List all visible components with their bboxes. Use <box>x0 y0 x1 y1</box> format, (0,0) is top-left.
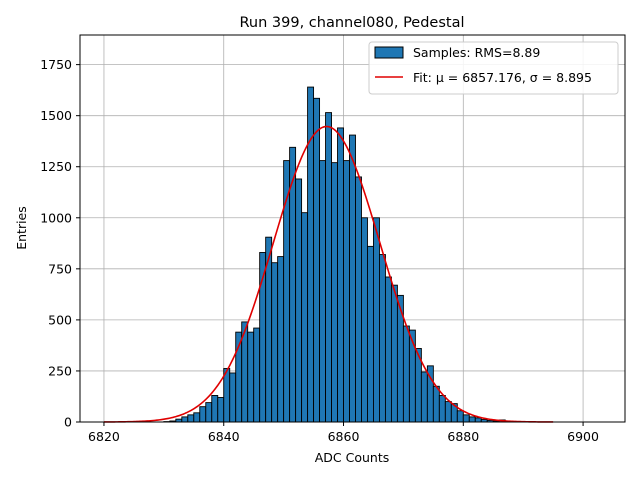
histogram-bar <box>456 410 464 423</box>
y-axis-ticks: 0 250 500 750 1000 1250 1500 1750 <box>40 57 80 430</box>
y-axis-label: Entries <box>14 206 29 250</box>
x-tick-label: 6900 <box>567 429 599 444</box>
histogram-bar <box>432 385 440 423</box>
y-tick-label: 1000 <box>40 210 72 225</box>
legend-histogram-label: Samples: RMS=8.89 <box>413 45 540 60</box>
y-tick-label: 250 <box>48 363 72 378</box>
gaussian-fit-curve <box>103 125 554 423</box>
histogram-bar <box>211 395 219 423</box>
histogram-bar <box>361 217 368 423</box>
histogram-bar <box>187 414 195 423</box>
x-tick-label: 6880 <box>447 429 479 444</box>
axes-frame <box>79 34 626 423</box>
histogram-bar <box>390 284 398 423</box>
histogram-bar <box>229 372 237 423</box>
y-tick-label: 1250 <box>40 159 72 174</box>
histogram-bar <box>367 245 374 423</box>
histogram-bar <box>247 331 255 423</box>
x-tick-label: 6840 <box>208 429 240 444</box>
histogram-bar <box>349 134 356 423</box>
histogram-bar <box>313 97 321 423</box>
histogram-bar <box>474 417 482 423</box>
histogram-bar <box>181 416 189 423</box>
histogram-bar <box>319 160 326 423</box>
y-tick-label: 0 <box>64 415 72 430</box>
y-tick-label: 1750 <box>40 57 72 72</box>
legend-box <box>368 41 619 95</box>
histogram-bar <box>337 127 344 423</box>
histogram-bar <box>384 276 392 423</box>
histogram-bar <box>205 402 213 423</box>
x-tick-label: 6820 <box>88 429 120 444</box>
histogram-bar <box>199 406 207 423</box>
histogram-bar <box>355 176 362 423</box>
y-tick-label: 500 <box>48 312 72 327</box>
y-tick-label: 1500 <box>40 108 72 123</box>
histogram-bar <box>193 412 201 423</box>
histogram-bars <box>163 86 506 423</box>
histogram-bar <box>462 414 470 423</box>
histogram-bar <box>402 325 410 423</box>
histogram-bar <box>408 329 416 423</box>
x-axis-ticks: 6820 6840 6860 6880 6900 <box>88 422 599 444</box>
histogram-bar <box>325 112 332 423</box>
legend: Samples: RMS=8.89 Fit: μ = 6857.176, σ =… <box>368 41 619 95</box>
histogram-bar <box>295 178 303 423</box>
histogram-bar <box>438 395 446 423</box>
x-tick-label: 6860 <box>328 429 360 444</box>
histogram-bar <box>420 371 428 423</box>
chart-title: Run 399, channel080, Pedestal <box>239 15 464 31</box>
histogram-bar <box>277 256 285 423</box>
y-tick-label: 750 <box>48 261 72 276</box>
histogram-bar <box>379 254 386 423</box>
histogram-bar <box>253 327 261 423</box>
histogram-bar <box>331 162 338 423</box>
histogram-bar <box>468 416 476 423</box>
histogram-bar <box>223 368 231 423</box>
x-axis-label: ADC Counts <box>315 450 390 465</box>
histogram-bar <box>217 397 225 423</box>
histogram-bar <box>444 401 452 423</box>
legend-fit-label: Fit: μ = 6857.176, σ = 8.895 <box>413 70 592 85</box>
legend-histogram-swatch <box>374 46 404 59</box>
histogram-bar <box>271 262 279 423</box>
histogram-bar <box>301 212 309 423</box>
histogram-bar <box>343 160 350 423</box>
histogram-bar <box>373 217 380 423</box>
